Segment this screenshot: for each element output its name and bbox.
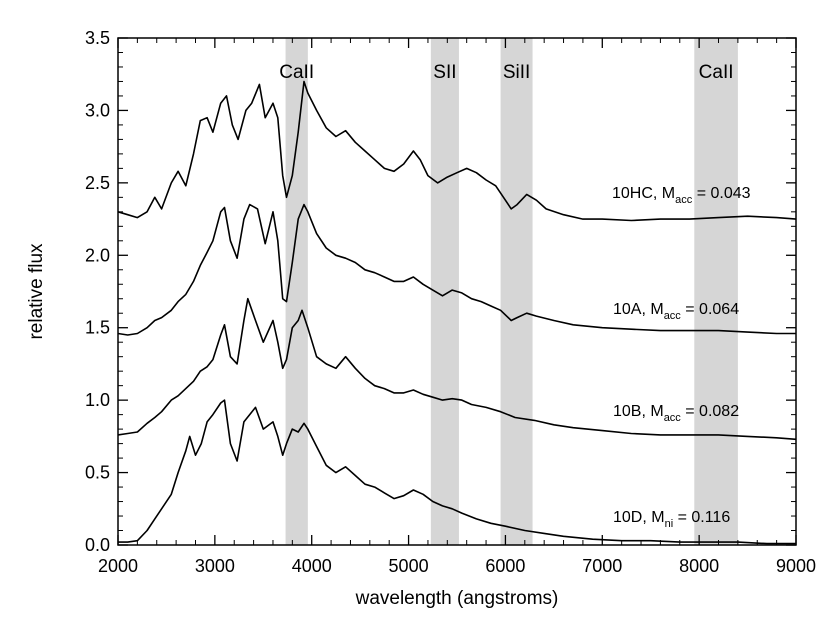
x-tick-label-4: 6000 [485,556,525,576]
y-tick-label-5: 2.5 [85,173,110,193]
y-tick-label-4: 2.0 [85,245,110,265]
x-axis-label: wavelength (angstroms) [355,588,559,609]
series-line-3 [118,399,796,545]
band-3 [694,38,738,545]
band-label-2: SiII [503,62,530,83]
x-tick-label-3: 5000 [389,556,429,576]
band-labels: CaII SII SiII CaII [279,62,733,83]
band-label-3: CaII [699,62,734,83]
series-line-0 [117,80,797,222]
series-line-1 [117,203,796,336]
x-tick-label-2: 4000 [292,556,332,576]
series-label-2: 10B, Macc = 0.082 [613,403,739,424]
y-tick-label-2: 1.0 [85,390,110,410]
y-axis: 0.0 0.5 1.0 1.5 2.0 2.5 3.0 3.5 [85,28,796,555]
line-bands [285,38,738,545]
band-label-0: CaII [279,62,314,83]
band-label-1: SII [433,62,456,83]
y-axis-label: relative flux [26,243,47,340]
series-labels: 10HC, Macc = 0.043 10A, Macc = 0.064 10B, … [612,185,751,530]
y-tick-label-7: 3.5 [85,28,110,48]
x-tick-label-5: 7000 [582,556,622,576]
series-line-2 [117,297,797,441]
y-tick-label-0: 0.0 [85,535,110,555]
x-tick-label-7: 9000 [776,556,816,576]
x-tick-label-6: 8000 [679,556,719,576]
band-0 [285,38,308,545]
series-label-0: 10HC, Macc = 0.043 [612,185,751,206]
band-2 [500,38,533,545]
spectrum-series [117,80,797,545]
series-label-1: 10A, Macc = 0.064 [613,301,739,322]
x-tick-label-0: 2000 [98,556,138,576]
x-tick-label-1: 3000 [195,556,235,576]
y-tick-label-1: 0.5 [85,463,110,483]
y-tick-label-3: 1.5 [85,318,110,338]
plot-frame [117,37,797,546]
series-label-3: 10D, Mni = 0.116 [613,509,730,530]
y-tick-label-6: 3.0 [85,100,110,120]
x-axis: 2000 3000 4000 5000 6000 7000 8000 9000 [98,38,816,576]
